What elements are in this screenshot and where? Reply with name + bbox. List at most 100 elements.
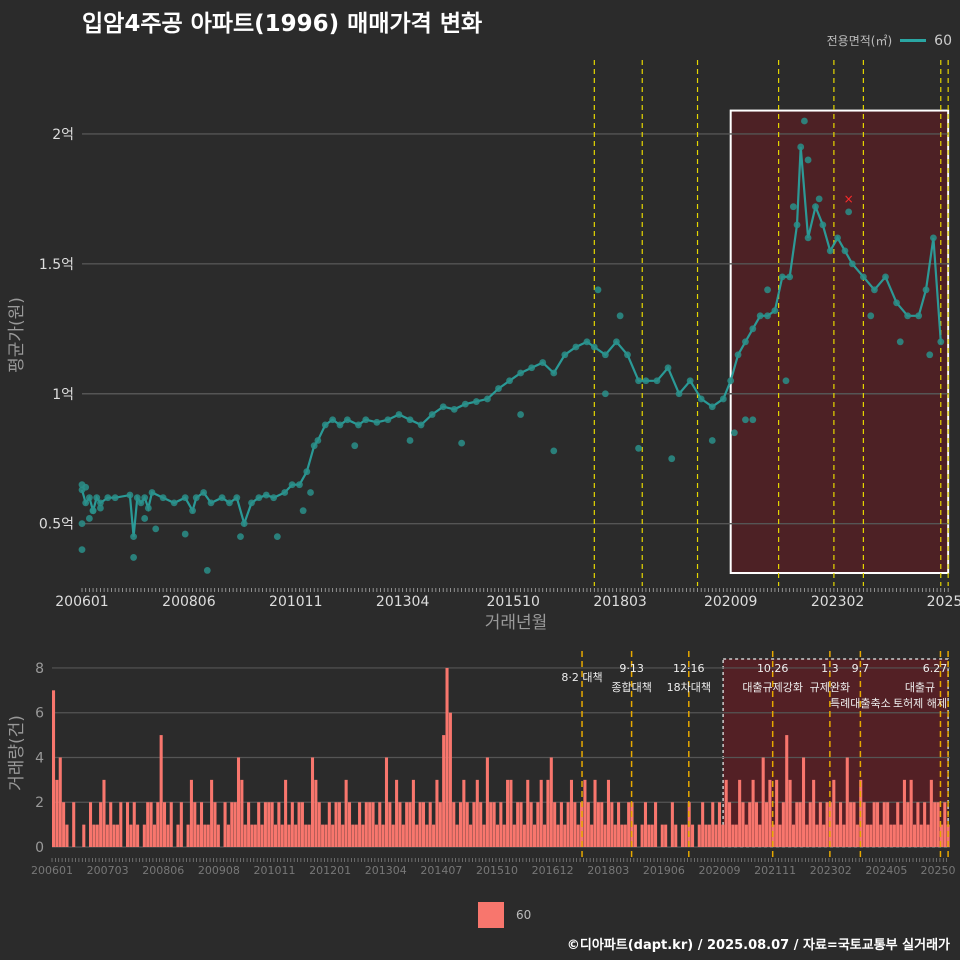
bar (378, 802, 382, 847)
bar (146, 802, 150, 847)
bar (600, 802, 604, 847)
bar (573, 802, 577, 847)
data-point (170, 499, 178, 507)
bar (842, 824, 846, 847)
bar (563, 824, 567, 847)
data-point (450, 405, 458, 413)
bar (852, 802, 856, 847)
data-point (815, 195, 823, 203)
bar-x-tick-label: 201510 (476, 864, 518, 877)
bar (603, 824, 607, 847)
bar (590, 824, 594, 847)
data-point (675, 390, 683, 398)
bar (294, 824, 298, 847)
bar (203, 824, 207, 847)
bar (314, 779, 318, 847)
bar (906, 802, 910, 847)
bar (775, 779, 779, 847)
bar (199, 802, 204, 847)
data-point (764, 312, 771, 320)
bar (398, 802, 402, 847)
bar (321, 824, 325, 847)
data-point (904, 312, 912, 320)
bar (869, 824, 873, 847)
policy-annotation-date: 10.26 (757, 662, 789, 675)
data-point (826, 247, 834, 255)
data-point (461, 400, 469, 408)
bar (768, 779, 772, 847)
bar (324, 824, 328, 847)
policy-annotation-date: 12·16 (673, 662, 705, 675)
bar (341, 824, 345, 847)
bar (489, 802, 493, 847)
bar (512, 824, 516, 847)
data-point (428, 411, 436, 418)
policy-annotation-label: 규제완화 (810, 681, 850, 694)
policy-annotation-date: 9.7 (852, 662, 870, 675)
bar (290, 802, 294, 847)
bar-x-tick-label: 201803 (587, 864, 629, 877)
bar (257, 802, 261, 847)
bar (660, 824, 664, 847)
bar (872, 802, 876, 847)
bar-x-tick-label: 202405 (865, 864, 907, 877)
data-point (181, 530, 189, 538)
y-axis-title: 평균가(원) (7, 297, 27, 373)
y-tick-label: 0.5억 (39, 517, 74, 533)
bar (825, 802, 829, 847)
data-point (801, 117, 808, 125)
data-point (181, 494, 189, 502)
data-point (778, 273, 786, 281)
legend-bar-label: 60 (516, 908, 532, 922)
bar (788, 779, 792, 847)
x-tick-label: 201011 (269, 594, 322, 610)
data-point (137, 499, 145, 507)
bar (896, 802, 900, 847)
bar (381, 824, 385, 847)
bar (892, 824, 896, 847)
data-point (85, 494, 93, 502)
data-point (871, 286, 878, 294)
bar (815, 824, 819, 847)
bar (492, 802, 496, 847)
bar-y-tick-label: 2 (35, 795, 44, 811)
bar (196, 824, 200, 847)
bar (728, 802, 732, 847)
data-point (200, 489, 208, 496)
bar (458, 802, 463, 847)
policy-annotation-label: 특례대출축소 (830, 697, 891, 710)
data-point (384, 416, 392, 424)
bar (243, 824, 247, 847)
bar (391, 824, 395, 847)
data-point (93, 494, 101, 502)
data-point (550, 369, 558, 377)
data-point (539, 359, 547, 366)
data-point (642, 377, 650, 385)
bar (206, 824, 210, 847)
bar (442, 735, 446, 847)
data-point (848, 260, 856, 268)
bar-x-tick-label: 200908 (198, 864, 240, 877)
bar-x-tick-label: 202111 (754, 864, 796, 877)
bar (277, 802, 281, 847)
data-point (804, 156, 812, 164)
data-point (867, 312, 875, 320)
bar (435, 779, 439, 847)
bar (822, 824, 826, 847)
data-point (771, 307, 779, 315)
data-point (281, 489, 289, 496)
bar (388, 802, 392, 847)
bar (479, 802, 483, 847)
data-point (472, 398, 480, 405)
bar (236, 757, 241, 847)
bar (186, 824, 190, 847)
bar (569, 779, 574, 847)
legend-line-swatch (900, 39, 927, 42)
bar (240, 779, 244, 847)
data-point (248, 499, 255, 507)
data-point (152, 525, 160, 533)
bar (405, 802, 409, 847)
bar (156, 802, 160, 847)
bar (270, 802, 274, 847)
data-point (708, 437, 716, 444)
